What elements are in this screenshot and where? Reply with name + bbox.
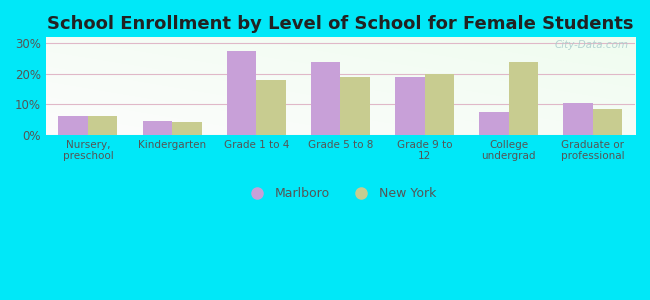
Bar [58,116,88,135]
Bar [88,116,118,135]
Title: School Enrollment by Level of School for Female Students: School Enrollment by Level of School for… [47,15,634,33]
Bar [256,80,286,135]
Bar [509,62,538,135]
Bar [142,121,172,135]
Bar [227,51,256,135]
Bar [395,77,424,135]
Bar [424,74,454,135]
Bar [341,77,370,135]
Legend: Marlboro, New York: Marlboro, New York [240,182,441,205]
Bar [564,103,593,135]
Bar [311,62,341,135]
Bar [593,109,623,135]
Bar [172,122,202,135]
Bar [479,112,509,135]
Text: City-Data.com: City-Data.com [555,40,629,50]
